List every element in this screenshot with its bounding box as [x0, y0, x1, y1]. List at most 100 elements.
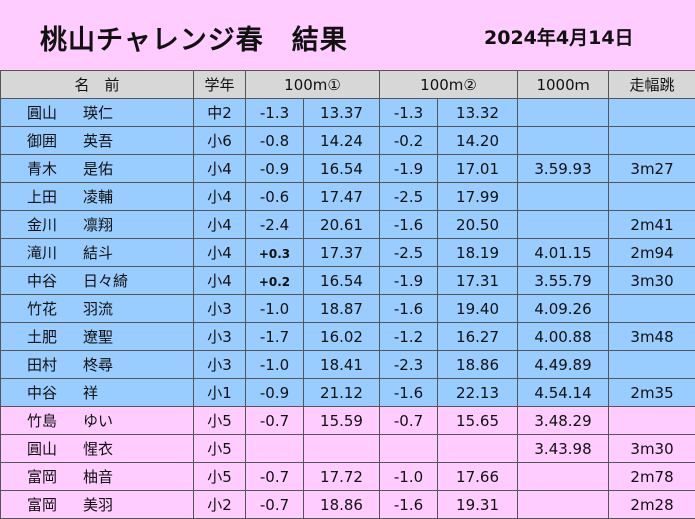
wind-100m-2: -2.5: [380, 183, 438, 211]
time-100m-1: 18.87: [304, 295, 380, 323]
time-100m-1-value: 18.87: [320, 300, 363, 318]
time-100m-1: 18.41: [304, 351, 380, 379]
time-100m-1-value: 20.61: [320, 216, 363, 234]
given-name: 柚音: [83, 468, 113, 486]
long-jump-result-value: 3m30: [630, 440, 673, 458]
wind-100m-2-value: -1.9: [394, 272, 423, 290]
header-1000m: 1000ｍ: [518, 71, 609, 99]
wind-100m-2-value: -1.6: [394, 496, 423, 514]
wind-100m-1-value: -0.9: [260, 384, 289, 402]
time-100m-2-value: 15.65: [456, 412, 499, 430]
grade-cell: 小3: [194, 323, 246, 351]
long-jump-result-value: 3m30: [630, 272, 673, 290]
family-name: 土肥: [27, 326, 83, 347]
wind-100m-1-value: -0.8: [260, 132, 289, 150]
time-1000m: 4.09.26: [518, 295, 609, 323]
long-jump-result: [609, 183, 695, 211]
time-100m-2: [438, 435, 518, 463]
given-name: 結斗: [83, 244, 113, 262]
athlete-name: 富岡柚音: [1, 463, 194, 491]
long-jump-result-value: 2m28: [630, 496, 673, 514]
family-name: 富岡: [27, 494, 83, 515]
time-1000m: 3.55.79: [518, 267, 609, 295]
time-100m-2: 19.40: [438, 295, 518, 323]
wind-100m-2: -1.2: [380, 323, 438, 351]
time-1000m: 3.59.93: [518, 155, 609, 183]
time-1000m-value: 4.01.15: [534, 244, 591, 262]
athlete-name: 滝川結斗: [1, 239, 194, 267]
time-100m-2: 17.66: [438, 463, 518, 491]
long-jump-result: 3m27: [609, 155, 695, 183]
wind-100m-1: -1.0: [246, 295, 304, 323]
wind-100m-1-value: +0.3: [259, 247, 290, 261]
time-100m-2-value: 19.31: [456, 496, 499, 514]
given-name: 是佑: [83, 160, 113, 178]
wind-100m-1: -2.4: [246, 211, 304, 239]
time-100m-2: 14.20: [438, 127, 518, 155]
wind-100m-2: [380, 435, 438, 463]
wind-100m-2: -1.6: [380, 491, 438, 519]
time-100m-1: 18.86: [304, 491, 380, 519]
grade-cell: 小4: [194, 267, 246, 295]
wind-100m-2-value: -1.6: [394, 216, 423, 234]
time-100m-2-value: 22.13: [456, 384, 499, 402]
athlete-name: 中谷日々綺: [1, 267, 194, 295]
wind-100m-1-value: -0.7: [260, 496, 289, 514]
long-jump-result: [609, 407, 695, 435]
wind-100m-2-value: -2.5: [394, 244, 423, 262]
time-1000m: [518, 463, 609, 491]
wind-100m-1-value: -1.7: [260, 328, 289, 346]
time-100m-2-value: 17.01: [456, 160, 499, 178]
grade-cell: 小2: [194, 491, 246, 519]
time-100m-1-value: 17.37: [320, 244, 363, 262]
time-1000m: [518, 491, 609, 519]
time-1000m: 4.54.14: [518, 379, 609, 407]
wind-100m-2-value: -2.3: [394, 356, 423, 374]
grade-cell-value: 小6: [207, 132, 232, 150]
grade-cell: 小3: [194, 295, 246, 323]
grade-cell: 小5: [194, 407, 246, 435]
wind-100m-2: -0.7: [380, 407, 438, 435]
athlete-name: 富岡美羽: [1, 491, 194, 519]
long-jump-result: [609, 295, 695, 323]
time-100m-2: 18.86: [438, 351, 518, 379]
wind-100m-1-value: -0.7: [260, 412, 289, 430]
athlete-name: 竹花羽流: [1, 295, 194, 323]
grade-cell-value: 小3: [207, 328, 232, 346]
time-100m-1: 14.24: [304, 127, 380, 155]
wind-100m-1: -0.9: [246, 155, 304, 183]
athlete-name: 金川凛翔: [1, 211, 194, 239]
long-jump-result-value: 2m94: [630, 244, 673, 262]
athlete-name: 上田凌輔: [1, 183, 194, 211]
time-100m-2: 22.13: [438, 379, 518, 407]
time-100m-2-value: 19.40: [456, 300, 499, 318]
time-1000m-value: 3.55.79: [534, 272, 591, 290]
grade-cell-value: 小4: [207, 244, 232, 262]
family-name: 竹花: [27, 298, 83, 319]
time-100m-2: 17.01: [438, 155, 518, 183]
wind-100m-1: -0.8: [246, 127, 304, 155]
wind-100m-2-value: -1.0: [394, 468, 423, 486]
family-name: 青木: [27, 158, 83, 179]
time-100m-1: 20.61: [304, 211, 380, 239]
header-name: 名 前: [1, 71, 194, 99]
grade-cell-value: 小1: [207, 384, 232, 402]
wind-100m-2-value: -1.3: [394, 104, 423, 122]
time-100m-2-value: 18.86: [456, 356, 499, 374]
time-100m-1-value: 18.86: [320, 496, 363, 514]
time-100m-2: 15.65: [438, 407, 518, 435]
grade-cell: 小3: [194, 351, 246, 379]
long-jump-result: 3m48: [609, 323, 695, 351]
grade-cell: 小4: [194, 239, 246, 267]
time-100m-2-value: 17.66: [456, 468, 499, 486]
grade-cell-value: 小4: [207, 160, 232, 178]
long-jump-result-value: 3m48: [630, 328, 673, 346]
time-100m-2: 19.31: [438, 491, 518, 519]
